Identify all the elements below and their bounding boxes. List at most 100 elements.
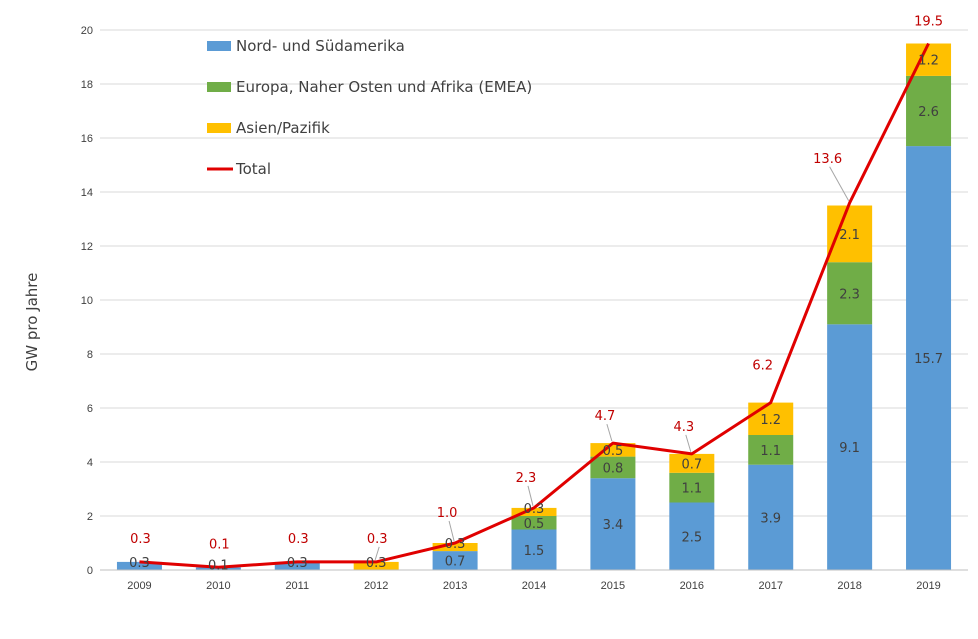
segment-value-label: 1.1: [681, 482, 702, 497]
segment-value-label: 3.9: [760, 511, 781, 526]
segment-value-label: 2.3: [839, 287, 860, 302]
segment-value-label: 2.5: [681, 530, 702, 545]
y-tick-label: 18: [81, 79, 93, 91]
legend-label: Asien/Pazifik: [236, 119, 330, 137]
y-tick-label: 14: [81, 187, 93, 199]
bar-segment: [511, 507, 557, 516]
legend-swatch: [207, 41, 231, 51]
y-tick-label: 4: [87, 457, 93, 469]
y-axis-title: GW pro Jahre: [23, 273, 41, 372]
total-value-label: 1.0: [437, 506, 458, 521]
callout-line: [448, 520, 455, 542]
x-tick-label: 2016: [680, 580, 704, 592]
segment-value-label: 0.3: [287, 556, 308, 571]
y-tick-label: 16: [81, 133, 93, 145]
bar-segment: [906, 75, 952, 147]
segment-value-label: 1.5: [524, 544, 545, 559]
bar-segment: [827, 324, 873, 570]
callout-line: [685, 434, 692, 453]
total-value-label: 0.3: [367, 532, 388, 547]
segment-value-label: 0.3: [524, 502, 545, 517]
total-value-label: 13.6: [813, 152, 842, 167]
bar-segment: [432, 551, 478, 570]
bar-segment: [353, 561, 399, 570]
segment-value-label: 0.5: [603, 444, 624, 459]
bar-segment: [748, 402, 794, 435]
bar-segment: [669, 472, 715, 503]
segment-value-label: 3.4: [603, 518, 624, 533]
bar-segment: [669, 453, 715, 473]
callout-lines: [374, 166, 850, 561]
x-tick-label: 2012: [364, 580, 388, 592]
segment-value-label: 0.1: [208, 559, 229, 574]
total-value-label: 19.5: [914, 15, 943, 30]
gridlines: [100, 29, 968, 517]
bar-segment: [274, 561, 320, 570]
segment-value-label: 0.3: [129, 556, 150, 571]
legend-swatch: [207, 82, 231, 92]
y-tick-label: 12: [81, 241, 93, 253]
legend-label: Nord- und Südamerika: [236, 37, 405, 55]
x-tick-label: 2013: [443, 580, 467, 592]
legend: Nord- und Südamerika Europa, Naher Osten …: [207, 37, 532, 178]
legend-label: Europa, Naher Osten und Afrika (EMEA): [236, 78, 532, 96]
callout-line: [374, 546, 380, 561]
callout-line: [527, 485, 534, 507]
axes: 0 2 4 6 8 10 12 14 16 18 20 2009 2010 2011 2012 2013 201…: [23, 25, 968, 592]
callout-line: [606, 423, 613, 442]
bar-segment: [827, 262, 873, 325]
x-tick-label: 2015: [601, 580, 625, 592]
data-labels: 0.3 0.1 0.3 0.3 0.70.3 1.50.50.33.40.80.52.51…: [129, 15, 943, 574]
total-line-layer: [139, 42, 930, 569]
segment-value-label: 9.1: [839, 441, 860, 456]
total-value-label: 4.7: [595, 409, 616, 424]
segment-value-label: 1.1: [760, 444, 781, 459]
segment-value-label: 1.2: [760, 413, 781, 428]
total-value-label: 0.3: [288, 532, 309, 547]
segment-value-label: 0.3: [366, 556, 387, 571]
x-tick-label: 2017: [758, 580, 782, 592]
total-line: [139, 42, 930, 569]
bar-segment: [511, 516, 557, 530]
segment-value-label: 2.1: [839, 228, 860, 243]
bar-segment: [669, 502, 715, 570]
bars: [116, 43, 952, 570]
x-tick-label: 2010: [206, 580, 230, 592]
y-tick-label: 2: [87, 511, 93, 523]
total-value-label: 4.3: [673, 420, 694, 435]
bar-segment: [827, 205, 873, 263]
segment-value-label: 15.7: [914, 352, 943, 367]
segment-value-label: 1.2: [918, 54, 939, 69]
segment-value-label: 0.7: [681, 457, 702, 472]
total-value-label: 0.1: [209, 537, 230, 552]
x-tick-label: 2009: [127, 580, 151, 592]
total-value-label: 2.3: [516, 471, 537, 486]
total-value-label: 6.2: [752, 359, 773, 374]
bar-segment: [748, 435, 794, 465]
bar-segment: [590, 456, 636, 479]
y-tick-label: 8: [87, 349, 93, 361]
x-tick-label: 2018: [837, 580, 861, 592]
legend-label: Total: [235, 160, 271, 178]
bar-segment: [432, 543, 478, 552]
segment-value-label: 2.6: [918, 105, 939, 120]
y-tick-label: 6: [87, 403, 93, 415]
segment-value-label: 0.7: [445, 555, 466, 570]
x-tick-label: 2014: [522, 580, 546, 592]
x-tick-label: 2019: [916, 580, 940, 592]
y-tick-label: 20: [81, 25, 93, 37]
bar-segment: [511, 529, 557, 570]
bar-segment: [906, 146, 952, 570]
y-tick-label: 0: [87, 565, 93, 577]
segment-value-label: 0.8: [603, 461, 624, 476]
y-tick-label: 10: [81, 295, 93, 307]
legend-swatch: [207, 123, 231, 133]
bar-segment: [748, 464, 794, 570]
callout-line: [829, 166, 850, 202]
total-value-label: 0.3: [130, 532, 151, 547]
x-tick-label: 2011: [285, 580, 309, 592]
bar-segment: [590, 478, 636, 570]
segment-value-label: 0.3: [445, 537, 466, 552]
